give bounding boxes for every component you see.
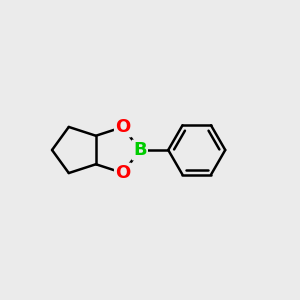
- Text: O: O: [116, 118, 130, 136]
- Text: O: O: [116, 164, 130, 182]
- Text: B: B: [133, 141, 147, 159]
